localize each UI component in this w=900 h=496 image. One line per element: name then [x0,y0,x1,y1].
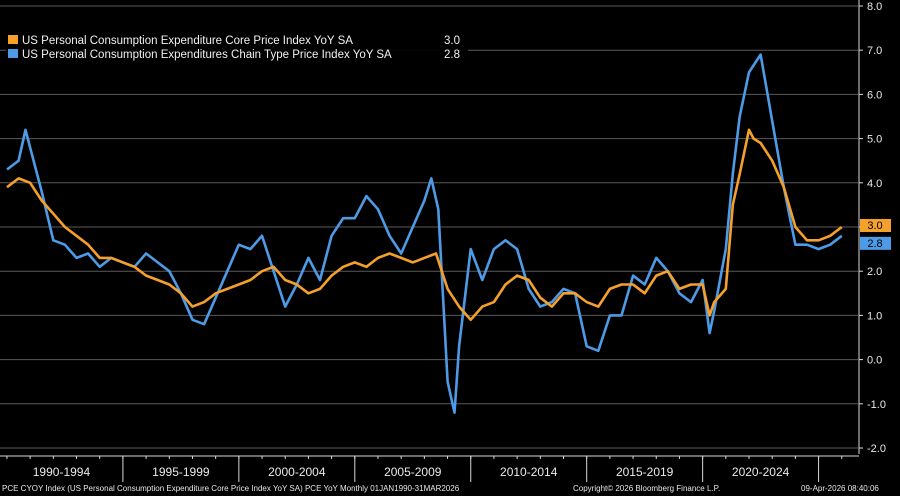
footer: PCE CYOY Index (US Personal Consumption … [0,482,900,496]
legend-value: 2.8 [444,49,460,61]
x-tick-label: 2005-2009 [384,465,442,479]
line-chart: 1990-1994 1995-1999 2000-2004 2005-2009 2010… [0,0,891,482]
last-value-markers: 3.0 2.8 [860,219,891,250]
y-tick-label: -1.0 [867,399,886,411]
x-tick-label: 1990-1994 [33,465,91,479]
x-tick-label: 2015-2019 [616,465,674,479]
footer-timestamp: 09-Apr-2026 08:40:06 [801,484,879,493]
y-tick-label: 7.0 [867,45,882,57]
y-tick-label: 2.0 [867,266,882,278]
y-tick-label: 0.0 [867,355,882,367]
gridlines [0,5,858,449]
y-tick-label: 4.0 [867,178,882,190]
last-value-label: 2.8 [867,238,882,250]
legend-label: US Personal Consumption Expenditures Cha… [22,49,392,61]
last-value-badge [860,236,891,250]
legend-swatch [8,35,18,44]
y-tick-label: 6.0 [867,89,882,101]
footer-copyright: Copyright© 2026 Bloomberg Finance L.P. [573,484,721,493]
y-tick-label: -2.0 [867,443,886,455]
x-tick-label: 2000-2004 [268,465,326,479]
x-tick-label: 2020-2024 [732,465,790,479]
y-tick-label: 5.0 [867,134,882,146]
footer-source: PCE CYOY Index (US Personal Consumption … [2,484,460,493]
y-tick-label: 1.0 [867,310,882,322]
series-line-headline-pce [6,53,843,414]
legend: US Personal Consumption Expenditure Core… [6,30,468,61]
y-tick-label: 8.0 [867,1,882,13]
legend-value: 3.0 [444,35,460,47]
x-tick-label: 2010-2014 [500,465,558,479]
legend-label: US Personal Consumption Expenditure Core… [22,35,353,47]
last-value-badge [860,219,891,232]
x-axis: 1990-1994 1995-1999 2000-2004 2005-2009 2010… [0,455,859,482]
x-tick-label: 1995-1999 [152,465,210,479]
legend-box [6,30,468,61]
last-value-label: 3.0 [867,220,882,232]
series-lines [6,53,843,414]
series-line-core-pce [6,128,843,322]
legend-swatch [8,49,18,58]
